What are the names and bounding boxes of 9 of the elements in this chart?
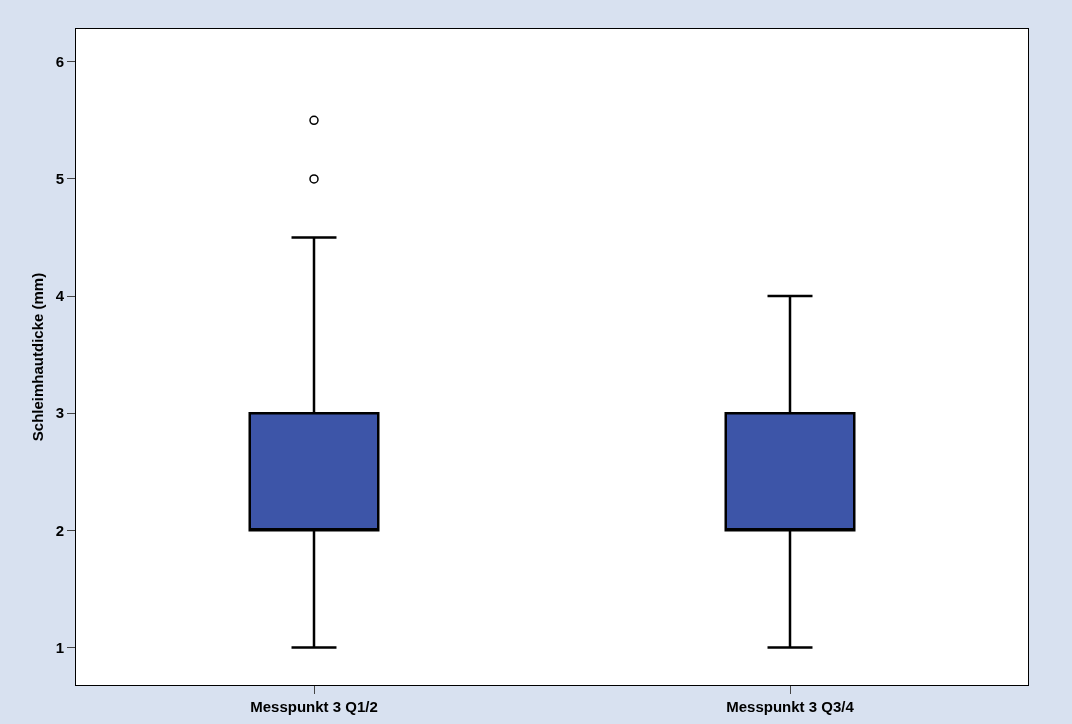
y-axis-title: Schleimhautdicke (mm) [28, 272, 46, 442]
y-tick-label: 4 [55, 287, 65, 305]
y-tick-label: 1 [55, 638, 64, 656]
x-tick-label: Messpunkt 3 Q1/2 [250, 698, 378, 715]
y-tick-label: 6 [55, 53, 64, 71]
y-tick-label: 3 [55, 404, 64, 422]
y-tick-label: 2 [55, 521, 64, 539]
x-tick-label: Messpunkt 3 Q3/4 [726, 698, 855, 715]
y-tick-label: 5 [55, 170, 64, 188]
